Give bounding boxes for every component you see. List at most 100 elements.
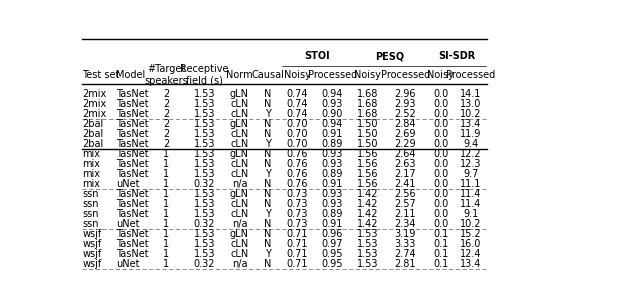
Text: TasNet: TasNet: [116, 249, 148, 259]
Text: Model: Model: [116, 70, 145, 80]
Text: 3.33: 3.33: [394, 239, 416, 249]
Text: Y: Y: [265, 108, 271, 118]
Text: 2bal: 2bal: [83, 139, 104, 149]
Text: 1.53: 1.53: [193, 139, 215, 149]
Text: PESQ: PESQ: [376, 51, 404, 61]
Text: 1.56: 1.56: [357, 169, 379, 179]
Text: 2bal: 2bal: [83, 129, 104, 139]
Text: #Target
speakers: #Target speakers: [145, 64, 188, 86]
Text: n/a: n/a: [232, 259, 247, 269]
Text: N: N: [264, 229, 271, 239]
Text: N: N: [264, 129, 271, 139]
Text: cLN: cLN: [230, 239, 248, 249]
Text: TasNet: TasNet: [116, 98, 148, 108]
Text: 0.0: 0.0: [433, 129, 449, 139]
Text: 1: 1: [163, 159, 170, 169]
Text: 1.53: 1.53: [193, 209, 215, 219]
Text: 2.56: 2.56: [394, 189, 416, 199]
Text: 1: 1: [163, 239, 170, 249]
Text: 1.42: 1.42: [357, 199, 379, 209]
Text: 10.2: 10.2: [460, 219, 481, 229]
Text: 2mix: 2mix: [83, 98, 107, 108]
Text: 0.1: 0.1: [433, 259, 449, 269]
Text: 1.56: 1.56: [357, 159, 379, 169]
Text: 15.2: 15.2: [460, 229, 481, 239]
Text: Processed: Processed: [381, 70, 429, 80]
Text: cLN: cLN: [230, 159, 248, 169]
Text: TasNet: TasNet: [116, 199, 148, 209]
Text: Y: Y: [265, 249, 271, 259]
Text: 0.90: 0.90: [322, 108, 343, 118]
Text: N: N: [264, 98, 271, 108]
Text: SI-SDR: SI-SDR: [438, 51, 476, 61]
Text: gLN: gLN: [230, 189, 249, 199]
Text: 13.4: 13.4: [460, 259, 481, 269]
Text: 0.0: 0.0: [433, 88, 449, 98]
Text: 0.70: 0.70: [286, 118, 308, 128]
Text: 11.4: 11.4: [460, 199, 481, 209]
Text: TasNet: TasNet: [116, 169, 148, 179]
Text: 2: 2: [163, 88, 170, 98]
Text: 9.7: 9.7: [463, 169, 478, 179]
Text: 0.76: 0.76: [286, 179, 308, 189]
Text: 0.74: 0.74: [286, 98, 308, 108]
Text: 2.57: 2.57: [394, 199, 416, 209]
Text: mix: mix: [83, 159, 100, 169]
Text: 1.53: 1.53: [193, 129, 215, 139]
Text: 0.0: 0.0: [433, 209, 449, 219]
Text: 13.0: 13.0: [460, 98, 481, 108]
Text: 1.53: 1.53: [193, 108, 215, 118]
Text: 16.0: 16.0: [460, 239, 481, 249]
Text: 1.53: 1.53: [193, 159, 215, 169]
Text: 0.32: 0.32: [193, 259, 215, 269]
Text: 1.68: 1.68: [357, 88, 379, 98]
Text: 2: 2: [163, 108, 170, 118]
Text: 1: 1: [163, 199, 170, 209]
Text: 2mix: 2mix: [83, 88, 107, 98]
Text: N: N: [264, 239, 271, 249]
Text: 0.93: 0.93: [322, 189, 343, 199]
Text: 1: 1: [163, 229, 170, 239]
Text: n/a: n/a: [232, 179, 247, 189]
Text: N: N: [264, 199, 271, 209]
Text: cLN: cLN: [230, 139, 248, 149]
Text: 0.73: 0.73: [286, 219, 308, 229]
Text: 0.95: 0.95: [322, 259, 343, 269]
Text: 0.93: 0.93: [322, 199, 343, 209]
Text: Noisy: Noisy: [428, 70, 454, 80]
Text: 0.71: 0.71: [286, 239, 308, 249]
Text: 0.89: 0.89: [322, 169, 343, 179]
Text: 2.41: 2.41: [394, 179, 416, 189]
Text: cLN: cLN: [230, 199, 248, 209]
Text: 1.42: 1.42: [357, 209, 379, 219]
Text: 0.73: 0.73: [286, 209, 308, 219]
Text: 2: 2: [163, 129, 170, 139]
Text: STOI: STOI: [305, 51, 330, 61]
Text: N: N: [264, 149, 271, 159]
Text: 1.53: 1.53: [193, 88, 215, 98]
Text: 1: 1: [163, 249, 170, 259]
Text: TasNet: TasNet: [116, 229, 148, 239]
Text: TasNet: TasNet: [116, 159, 148, 169]
Text: 2.29: 2.29: [394, 139, 416, 149]
Text: 0.71: 0.71: [286, 249, 308, 259]
Text: 0.70: 0.70: [286, 139, 308, 149]
Text: 11.9: 11.9: [460, 129, 481, 139]
Text: TasNet: TasNet: [116, 88, 148, 98]
Text: ssn: ssn: [83, 189, 99, 199]
Text: 0.74: 0.74: [286, 88, 308, 98]
Text: 9.4: 9.4: [463, 139, 478, 149]
Text: cLN: cLN: [230, 249, 248, 259]
Text: 2bal: 2bal: [83, 118, 104, 128]
Text: Y: Y: [265, 169, 271, 179]
Text: 0.32: 0.32: [193, 179, 215, 189]
Text: 11.1: 11.1: [460, 179, 481, 189]
Text: Y: Y: [265, 209, 271, 219]
Text: TasNet: TasNet: [116, 139, 148, 149]
Text: cLN: cLN: [230, 108, 248, 118]
Text: uNet: uNet: [116, 179, 140, 189]
Text: 0.94: 0.94: [322, 88, 343, 98]
Text: cLN: cLN: [230, 98, 248, 108]
Text: 1.68: 1.68: [357, 108, 379, 118]
Text: 2.93: 2.93: [394, 98, 416, 108]
